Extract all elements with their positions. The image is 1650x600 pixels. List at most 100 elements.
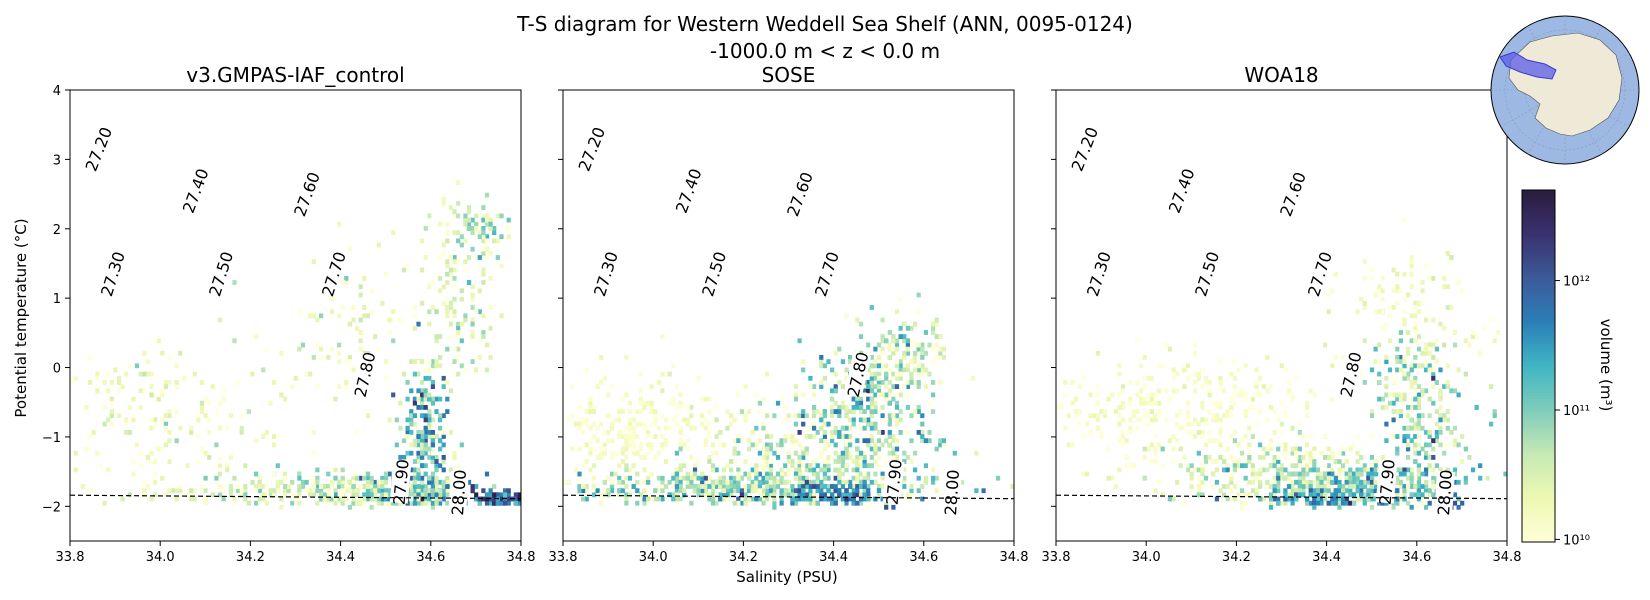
heatmap-cell <box>786 467 791 473</box>
heatmap-cell <box>290 500 295 506</box>
heatmap-cell <box>1196 430 1201 435</box>
heatmap-cell <box>1398 355 1403 360</box>
heatmap-cell <box>678 475 683 481</box>
heatmap-cell <box>1203 459 1209 464</box>
heatmap-cell <box>1406 413 1411 419</box>
heatmap-cell <box>808 500 813 506</box>
heatmap-cell <box>1416 334 1421 339</box>
heatmap-cell <box>1351 484 1357 489</box>
heatmap-cell <box>812 471 817 477</box>
heatmap-cell <box>830 438 835 444</box>
heatmap-cell <box>595 455 600 460</box>
heatmap-cell <box>1312 492 1317 498</box>
heatmap-cell <box>1398 479 1403 485</box>
heatmap-cell <box>1337 488 1342 494</box>
heatmap-cell <box>1377 284 1382 290</box>
heatmap-cell <box>692 467 698 473</box>
heatmap-cell <box>257 496 262 502</box>
heatmap-cell <box>833 388 838 394</box>
heatmap-cell <box>448 267 453 273</box>
heatmap-cell <box>898 371 903 377</box>
heatmap-cell <box>1214 438 1219 444</box>
heatmap-cell <box>1200 484 1205 489</box>
heatmap-cell <box>1171 367 1176 373</box>
heatmap-cell <box>315 475 320 481</box>
heatmap-cell <box>1398 367 1403 373</box>
heatmap-cell <box>1225 467 1230 473</box>
heatmap-cell <box>638 409 643 414</box>
heatmap-cell <box>1308 484 1313 489</box>
heatmap-cell <box>833 384 838 389</box>
heatmap-cell <box>1355 475 1360 481</box>
heatmap-cell <box>405 450 410 456</box>
heatmap-cell <box>927 342 932 348</box>
heatmap-cell <box>1351 442 1357 448</box>
heatmap-cell <box>1218 434 1223 439</box>
heatmap-cell <box>1395 479 1400 485</box>
heatmap-cell <box>481 271 486 277</box>
heatmap-cell <box>581 417 586 423</box>
heatmap-cell <box>138 405 143 410</box>
heatmap-cell <box>768 471 773 477</box>
heatmap-cell <box>682 442 687 448</box>
heatmap-cell <box>905 325 910 331</box>
heatmap-cell <box>869 388 874 394</box>
heatmap-cell <box>1272 455 1277 460</box>
heatmap-cell <box>434 363 439 369</box>
heatmap-cell <box>1305 413 1310 419</box>
heatmap-cell <box>427 455 432 460</box>
heatmap-cell <box>891 438 896 444</box>
heatmap-cell <box>710 463 716 469</box>
heatmap-cell <box>217 484 223 489</box>
heatmap-cell <box>913 350 918 356</box>
heatmap-cell <box>1424 263 1429 269</box>
heatmap-cell <box>873 425 878 431</box>
heatmap-cell <box>793 413 799 419</box>
heatmap-cell <box>1301 484 1306 489</box>
heatmap-cell <box>826 463 831 469</box>
heatmap-cell <box>430 450 435 456</box>
heatmap-cell <box>858 455 864 460</box>
heatmap-cell <box>844 446 849 452</box>
heatmap-cell <box>1431 475 1436 481</box>
heatmap-cell <box>1294 471 1299 477</box>
heatmap-cell <box>221 496 226 502</box>
heatmap-cell <box>423 484 428 489</box>
colorbar-step <box>1522 392 1555 396</box>
heatmap-cell <box>1398 409 1403 414</box>
heatmap-cell <box>931 409 936 414</box>
heatmap-cell <box>1229 396 1234 402</box>
heatmap-cell <box>185 463 190 469</box>
heatmap-cell <box>102 500 107 506</box>
heatmap-cell <box>239 430 244 435</box>
heatmap-cell <box>199 409 205 414</box>
heatmap-cell <box>689 425 694 431</box>
heatmap-cell <box>584 421 589 427</box>
heatmap-cell <box>869 400 874 406</box>
heatmap-cell <box>858 400 864 406</box>
heatmap-cell <box>1402 434 1407 439</box>
heatmap-cell <box>1395 355 1400 360</box>
heatmap-cell <box>1330 492 1335 498</box>
heatmap-cell <box>1377 500 1382 506</box>
heatmap-cell <box>902 450 907 456</box>
heatmap-cell <box>412 400 417 406</box>
heatmap-cell <box>887 417 892 423</box>
heatmap-cell <box>481 251 486 256</box>
heatmap-cell <box>873 384 878 389</box>
heatmap-cell <box>855 488 860 494</box>
isopycnal-label: 27.40 <box>179 166 213 216</box>
heatmap-cell <box>887 380 892 385</box>
heatmap-cell <box>214 409 219 414</box>
heatmap-cell <box>1272 459 1277 464</box>
heatmap-cell <box>869 363 874 369</box>
heatmap-cell <box>452 284 457 290</box>
heatmap-cell <box>884 459 889 464</box>
heatmap-cell <box>333 500 338 506</box>
colorbar-step <box>1522 307 1555 311</box>
heatmap-cell <box>1413 330 1418 335</box>
heatmap-cell <box>620 450 625 456</box>
heatmap-cell <box>506 234 511 240</box>
heatmap-cell <box>898 363 903 369</box>
heatmap-cell <box>192 488 197 494</box>
